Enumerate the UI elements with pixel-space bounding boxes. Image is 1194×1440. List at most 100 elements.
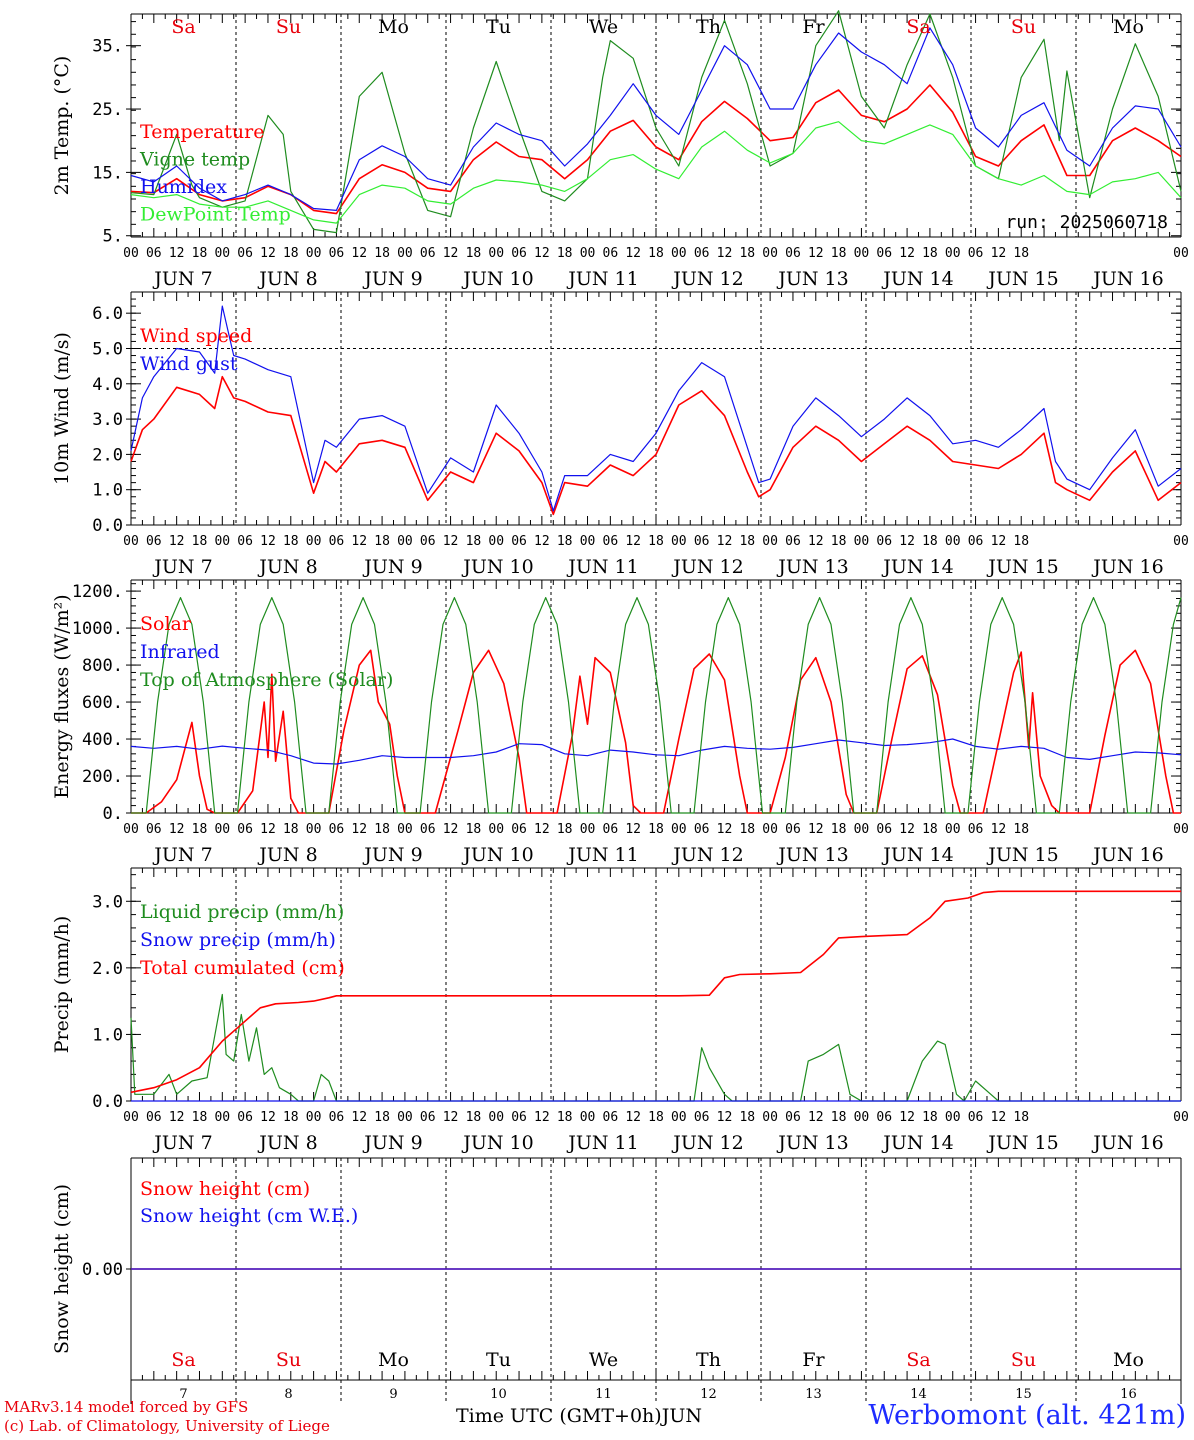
legend-entry: Snow height (cm): [140, 1178, 310, 1200]
x-tick-label: 18: [922, 246, 938, 261]
x-tick-label: 00: [488, 534, 504, 549]
legend-entry: Humidex: [140, 176, 227, 198]
weekday-label-bottom: Mo: [1113, 1349, 1144, 1371]
x-tick-label: 00: [854, 534, 870, 549]
weekday-label-bottom: Tu: [486, 1349, 511, 1371]
x-tick-label: 12: [443, 1110, 459, 1125]
x-tick-label: 00: [762, 534, 778, 549]
x-tick-label: 18: [1013, 246, 1029, 261]
x-tick-label: 06: [146, 534, 162, 549]
x-axis-unit: JUN: [661, 1405, 702, 1427]
x-tick-label: 12: [808, 822, 824, 837]
date-label: JUN 7: [152, 556, 212, 578]
x-tick-label: 00: [306, 1110, 322, 1125]
date-label: JUN 14: [881, 556, 953, 578]
series-line-temperature: [130, 84, 1182, 215]
x-tick-label: 06: [420, 534, 436, 549]
y-tick-label: 1200.: [72, 582, 123, 602]
x-tick-label: 06: [968, 1110, 984, 1125]
x-tick-label: 00: [945, 822, 961, 837]
x-tick-label: 18: [557, 822, 573, 837]
x-tick-label: 12: [717, 822, 733, 837]
x-tick-label: 12: [991, 534, 1007, 549]
series-line-top-of-atmosphere-solar-: [131, 596, 1182, 814]
x-tick-label: 00: [854, 1110, 870, 1125]
date-label: JUN 9: [362, 556, 422, 578]
series-line-humidex: [130, 27, 1182, 211]
day-number-label: 11: [595, 1387, 612, 1402]
x-tick-label: 00: [762, 246, 778, 261]
x-tick-label: 06: [785, 534, 801, 549]
x-tick-label: 06: [146, 1110, 162, 1125]
legend-entry: DewPoint Temp: [140, 204, 291, 226]
x-tick-label: 12: [534, 246, 550, 261]
x-tick-label: 18: [922, 1110, 938, 1125]
x-tick-label: 06: [785, 246, 801, 261]
x-tick-label: 00: [945, 246, 961, 261]
x-tick-label: 00: [306, 822, 322, 837]
x-tick-label: 06: [968, 534, 984, 549]
x-tick-label: 12: [808, 1110, 824, 1125]
day-number-label: 8: [284, 1387, 292, 1402]
x-tick-label: 18: [739, 246, 755, 261]
x-tick-label: 06: [511, 1110, 527, 1125]
y-tick-label: 200.: [82, 767, 123, 787]
x-tick-label: 18: [557, 534, 573, 549]
date-label: JUN 11: [566, 844, 638, 866]
x-tick-label: 06: [511, 534, 527, 549]
x-tick-label: 06: [785, 1110, 801, 1125]
x-tick-label: 18: [648, 246, 664, 261]
x-tick-label: 12: [625, 1110, 641, 1125]
x-tick-label: 00: [488, 822, 504, 837]
x-tick-label: 06: [785, 822, 801, 837]
x-tick-label: 00: [854, 822, 870, 837]
x-tick-label: 06: [237, 822, 253, 837]
x-tick-label: 00: [671, 822, 687, 837]
x-tick-label: 12: [260, 822, 276, 837]
x-tick-label: 18: [922, 822, 938, 837]
credit-lab: (c) Lab. of Climatology, University of L…: [4, 1417, 330, 1435]
weekday-label-bottom: Sa: [171, 1349, 195, 1371]
date-label: JUN 12: [671, 1132, 743, 1154]
date-label: JUN 16: [1091, 268, 1163, 290]
x-tick-label: 00: [397, 822, 413, 837]
weekday-label-top: Mo: [378, 16, 409, 38]
x-tick-label: 06: [146, 246, 162, 261]
x-tick-label: 12: [899, 246, 915, 261]
legend-entry: Snow precip (mm/h): [140, 929, 336, 951]
x-tick-label: 00: [945, 1110, 961, 1125]
x-tick-label: 00: [580, 822, 596, 837]
x-tick-label: 18: [374, 1110, 390, 1125]
y-axis-title: Precip (mm/h): [51, 916, 73, 1054]
x-tick-label: 06: [694, 1110, 710, 1125]
x-tick-label: 18: [831, 1110, 847, 1125]
weekday-label-bottom: Su: [1011, 1349, 1036, 1371]
x-tick-label: 12: [625, 246, 641, 261]
x-tick-label: 12: [443, 246, 459, 261]
x-tick-label: 18: [831, 534, 847, 549]
legend-entry: Snow height (cm W.E.): [140, 1205, 358, 1227]
x-tick-label: 12: [625, 534, 641, 549]
y-tick-label: 6.0: [92, 304, 123, 324]
x-tick-label: 00: [214, 246, 230, 261]
date-label: JUN 8: [257, 1132, 317, 1154]
x-tick-label: 18: [466, 822, 482, 837]
x-tick-label: 12: [534, 534, 550, 549]
station-name: Werbomont (alt. 421m): [868, 1400, 1186, 1431]
day-number-label: 9: [389, 1387, 397, 1402]
x-axis-title: Time UTC (GMT+0h)JUN: [456, 1405, 702, 1427]
x-tick-label: 12: [534, 822, 550, 837]
date-label: JUN 8: [257, 268, 317, 290]
y-tick-label: 1000.: [72, 619, 123, 639]
date-label: JUN 16: [1091, 556, 1163, 578]
date-label: JUN 16: [1091, 844, 1163, 866]
x-tick-label: 12: [899, 534, 915, 549]
date-label: JUN 13: [776, 556, 848, 578]
x-tick-label: 00: [488, 246, 504, 261]
y-tick-label: 0.: [103, 804, 123, 824]
y-tick-label: 1.0: [92, 481, 123, 501]
x-tick-label: 06: [603, 534, 619, 549]
x-tick-label: 18: [831, 822, 847, 837]
x-tick-label: 06: [420, 1110, 436, 1125]
